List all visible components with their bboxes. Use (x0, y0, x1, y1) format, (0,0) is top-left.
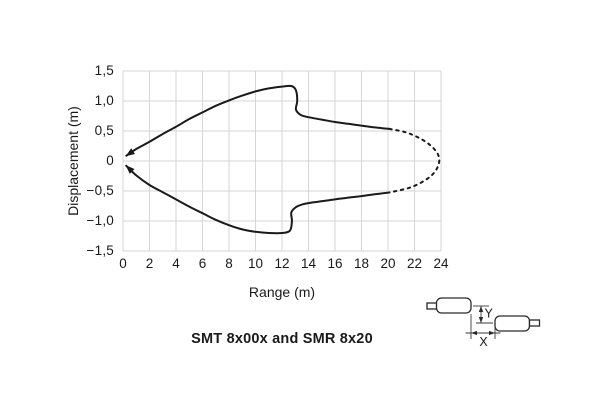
x-tick-label: 10 (247, 256, 264, 271)
beam-pattern-plot (122, 70, 442, 252)
x-tick-label: 8 (225, 256, 233, 271)
sensor-offset-diagram: Y X (426, 297, 541, 349)
x-tick-label: 20 (380, 256, 396, 271)
x-arrow-right-icon (489, 330, 495, 336)
y-tick-label: 1,5 (94, 63, 114, 78)
chart-title: SMT 8x00x and SMR 8x20 (191, 331, 373, 347)
transmitter-body (435, 297, 472, 314)
x-dimension (465, 314, 501, 339)
x-tick-label: 16 (327, 256, 343, 271)
x-tick-label: 18 (353, 256, 370, 271)
y-tick-label: 1,0 (94, 93, 114, 108)
y-tick-label: 0 (106, 153, 114, 168)
receiver-connector (528, 319, 541, 327)
x-tick-label: 0 (119, 256, 127, 271)
transmitter-connector (426, 302, 438, 310)
x-tick-label: 14 (300, 256, 317, 271)
x-tick-label: 4 (172, 256, 180, 271)
y-offset-label: Y (485, 307, 494, 321)
x-axis-title: Range (m) (248, 284, 316, 300)
x-tick-label: 12 (274, 256, 290, 271)
y-dimension (473, 305, 493, 324)
y-tick-label: 0,5 (94, 123, 114, 138)
x-tick-label: 2 (145, 256, 154, 271)
beam-lower-boundary (124, 164, 390, 235)
y-arrow-up-icon (478, 306, 484, 312)
receiver-body (494, 315, 531, 332)
y-tick-label: −1,5 (86, 243, 114, 258)
x-offset-label: X (479, 335, 488, 349)
y-axis-tick-labels: 1,5 1,0 0,5 0 −0,5 −1,0 −1,5 (0, 63, 114, 258)
beam-origin-arrowhead-icon (125, 148, 135, 157)
x-tick-label: 22 (406, 256, 423, 271)
beam-upper-boundary (125, 84, 390, 158)
x-tick-label: 24 (433, 256, 449, 271)
x-arrow-left-icon (471, 330, 477, 336)
x-axis-tick-labels: 0 2 4 6 8 10 12 14 16 18 20 22 24 (119, 256, 448, 274)
x-tick-label: 6 (198, 256, 207, 271)
beam-max-range-dashed (388, 127, 441, 194)
y-arrow-down-icon (478, 317, 484, 323)
y-tick-label: −1,0 (86, 213, 114, 228)
beam-origin-arrowhead-icon (125, 165, 135, 174)
y-axis-title: Displacement (m) (65, 106, 81, 216)
y-tick-label: −0,5 (86, 183, 114, 198)
